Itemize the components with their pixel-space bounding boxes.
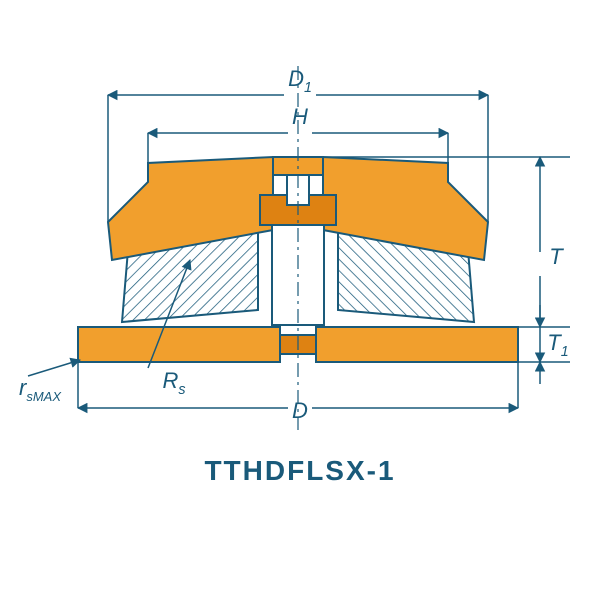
label-d1: D1 xyxy=(288,66,312,96)
diagram-canvas: D1 H T T1 D Rs rsMAX TTHDFLSX-1 xyxy=(0,0,600,600)
label-h: H xyxy=(292,104,308,129)
label-rs: Rs xyxy=(162,368,185,398)
leader-rsmax xyxy=(28,360,80,376)
base-plate-left xyxy=(78,327,280,362)
diagram-title: TTHDFLSX-1 xyxy=(0,455,600,487)
label-d: D xyxy=(292,398,308,423)
label-rsmax: rsMAX xyxy=(19,375,62,404)
label-t1: T1 xyxy=(547,330,568,360)
base-plate-right xyxy=(316,327,518,362)
label-t: T xyxy=(549,244,564,269)
